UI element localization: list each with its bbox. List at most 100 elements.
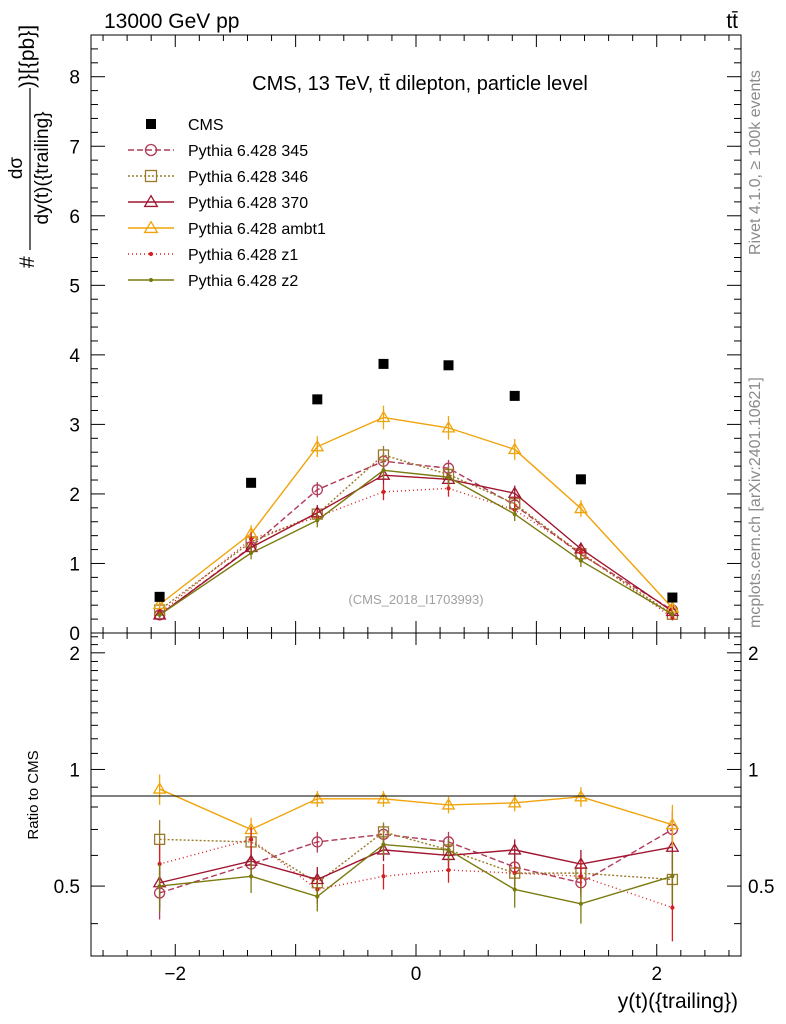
ratio-tick-label-right: 2 [748, 644, 759, 665]
legend-pythia-6-428-346-label: Pythia 6.428 346 [188, 169, 308, 186]
series-pythia-6-428-346-point [377, 449, 390, 461]
y-tick-label: 5 [69, 276, 80, 297]
series-pythia-6-428-345-ratio-line [159, 828, 673, 894]
x-tick-label: −2 [164, 964, 186, 985]
series-pythia-6-428-z1-ratio-point [381, 874, 386, 879]
legend-pythia-6-428-346-marker [144, 169, 158, 183]
series-pythia-6-428-ambt1-point [376, 410, 391, 423]
series-pythia-6-428-z2-point [446, 475, 451, 480]
series-pythia-6-428-z2-ratio-point [315, 894, 320, 899]
series-pythia-6-428-ambt1-point [441, 420, 456, 433]
legend-pythia-6-428-z1-label: Pythia 6.428 z1 [188, 247, 298, 264]
x-tick-labels: −2 0 2 [164, 964, 662, 985]
x-axis-label: y(t)({trailing}) [618, 990, 738, 1013]
y-label-suffix: )}[{pb}] [16, 25, 39, 88]
ratio-series [152, 774, 680, 942]
series-pythia-6-428-ambt1-point [152, 597, 167, 610]
series-pythia-6-428-ambt1-ratio-point [507, 795, 522, 808]
legend-pythia-6-428-370-marker [143, 194, 159, 208]
series-pythia-6-428-346-ratio-point [153, 833, 166, 846]
main-panel: CMS, 13 TeV, tt̄ dilepton, particle leve… [69, 34, 742, 645]
cms-data-point [312, 394, 323, 405]
series-pythia-6-428-ambt1-ratio-point [441, 797, 456, 810]
cms-data-point [575, 474, 586, 485]
series-pythia-6-428-z2-point [157, 612, 162, 618]
legend-pythia-6-428-ambt1-marker [143, 220, 159, 234]
series-pythia-6-428-ambt1-ratio-point [152, 782, 167, 794]
series-pythia-6-428-z1-ratio-point [446, 867, 451, 873]
series-pythia-6-428-z2-ratio-point [157, 883, 162, 889]
series-pythia-6-428-z2-ratio-point [512, 887, 517, 892]
y-label-numerator: dσ [6, 157, 27, 180]
series-pythia-6-428-z1-point [248, 537, 254, 542]
ratio-y-label: Ratio to CMS [25, 750, 42, 839]
x-tick-label: 2 [651, 964, 662, 985]
series-pythia-6-428-z2-ratio-point [248, 874, 254, 879]
ratio-tick-label: 2 [69, 644, 80, 665]
series-pythia-6-428-370-ratio-point [507, 842, 522, 855]
cms-data-point [378, 358, 389, 369]
series-pythia-6-428-z1-point [381, 489, 386, 494]
series-pythia-6-428-ambt1-point [310, 439, 325, 452]
y-tick-label: 7 [69, 137, 80, 158]
series-pythia-6-428-ambt1-ratio-point [376, 791, 391, 804]
legend-marker-cms [146, 119, 156, 129]
y-tick-label: 2 [69, 485, 80, 506]
cms-data-point [246, 477, 257, 488]
series-pythia-6-428-z1-ratio-line [159, 838, 673, 909]
y-tick-label: 8 [69, 68, 80, 89]
legend-pythia-6-428-z1-marker [148, 251, 154, 257]
series-pythia-6-428-345-ratio-point [311, 836, 323, 848]
series-pythia-6-428-z2-ratio-line [159, 843, 673, 905]
y-label-prefix: # [16, 256, 39, 268]
cms-data-point [667, 592, 678, 603]
legend-pythia-6-428-370-label: Pythia 6.428 370 [188, 195, 308, 212]
series-pythia-6-428-z2-ratio-point [578, 901, 584, 906]
cms-data-point [509, 390, 520, 401]
series-pythia-6-428-z2-ratio-point [381, 842, 386, 847]
series-pythia-6-428-346-ratio-line [159, 831, 673, 884]
x-tick-label: 0 [411, 964, 422, 985]
series-pythia-6-428-z2-ratio-point [670, 874, 675, 879]
cms-data-point [154, 591, 165, 602]
cms-data-point [443, 360, 454, 371]
y-tick-label: 0 [69, 624, 80, 645]
legend-pythia-6-428-z2-label: Pythia 6.428 z2 [188, 273, 298, 290]
ratio-tick-label-right: 1 [748, 760, 759, 781]
series-pythia-6-428-ambt1-point [574, 501, 588, 514]
series-pythia-6-428-z2-point [512, 511, 517, 517]
legend-label-cms: CMS [188, 117, 224, 134]
series-pythia-6-428-370-line [159, 474, 673, 616]
series-pythia-6-428-370-point [152, 607, 167, 620]
series-pythia-6-428-z2-point [381, 468, 386, 473]
series-pythia-6-428-ambt1-point [507, 442, 522, 455]
legend-pythia-6-428-345-label: Pythia 6.428 345 [188, 143, 308, 160]
ratio-frame [90, 632, 742, 957]
y-tick-label: 3 [69, 415, 80, 436]
legend-pythia-6-428-345-marker [144, 143, 158, 157]
series-pythia-6-428-z2-point [578, 558, 584, 563]
main-ticks: 0 1 2 3 4 5 6 7 8 [69, 35, 741, 645]
legend-pythia-6-428-z2-marker [148, 277, 154, 283]
chart-title: CMS, 13 TeV, tt̄ dilepton, particle leve… [252, 73, 588, 95]
series-pythia-6-428-ambt1-ratio-point [310, 791, 325, 804]
legend-pythia-6-428-ambt1-label: Pythia 6.428 ambt1 [188, 221, 326, 238]
series-pythia-6-428-ambt1-line [159, 416, 673, 609]
ratio-tick-label-right: 0.5 [748, 877, 774, 898]
energy-label: 13000 GeV pp [104, 10, 239, 33]
series-pythia-6-428-345-point [311, 484, 323, 496]
series-pythia-6-428-370-point [507, 486, 522, 498]
series-pythia-6-428-z2-point [670, 612, 675, 617]
series-pythia-6-428-370-ratio-point [665, 840, 680, 852]
series-pythia-6-428-ambt1-ratio-line [159, 788, 673, 831]
ratio-ticks: 0.5 0.5 1 1 2 2 [54, 636, 774, 956]
watermark: (CMS_2018_I1703993) [348, 592, 483, 607]
series-pythia-6-428-z1-ratio-point [248, 837, 254, 842]
process-label: tt̄ [726, 10, 738, 33]
series-pythia-6-428-370-point [376, 468, 391, 480]
series-pythia-6-428-z2-ratio-point [446, 847, 451, 852]
series-pythia-6-428-346-line [159, 454, 673, 615]
ratio-panel: 0.5 0.5 1 1 2 2 Ratio to CMS [25, 632, 774, 957]
series-pythia-6-428-z1-ratio-point [670, 905, 675, 910]
